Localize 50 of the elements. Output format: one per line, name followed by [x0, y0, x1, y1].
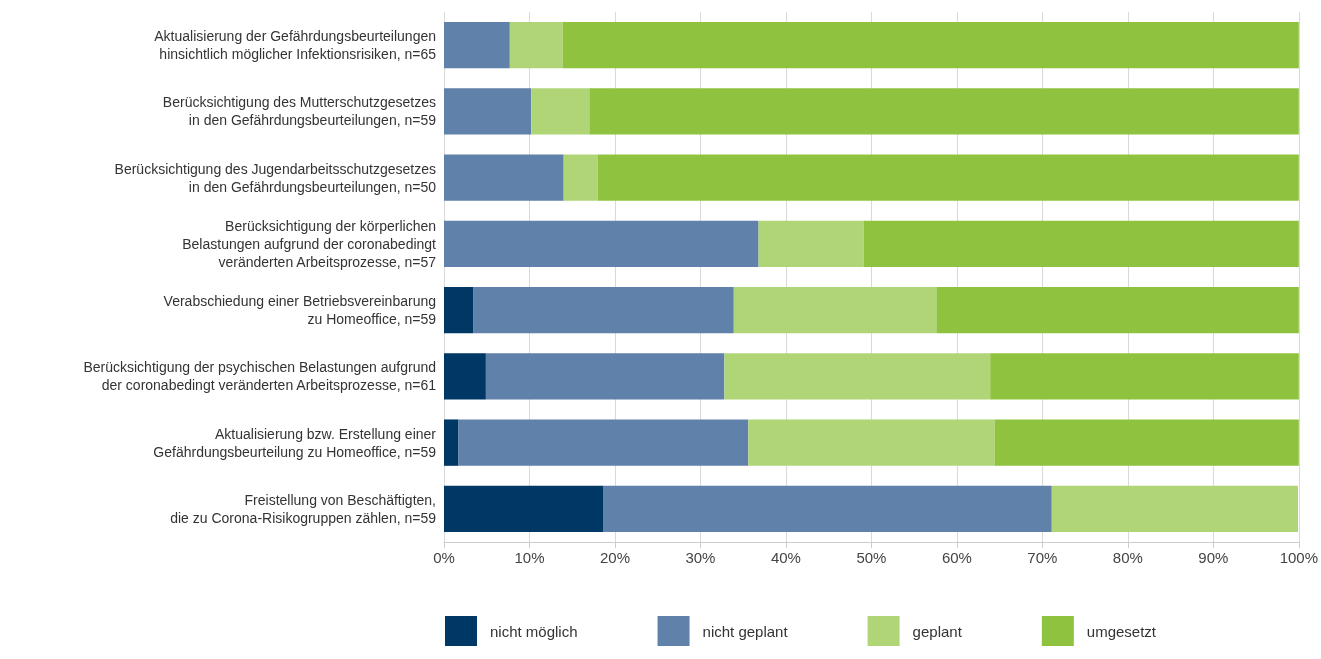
y-tick-label: Freistellung von Beschäftigten, die zu Corona-Risikogruppen zählen, n=59	[170, 491, 437, 526]
bar	[485, 353, 725, 400]
bar	[444, 220, 759, 268]
y-tick-label: Berücksichtigung des Jugendarbeitsschutzgesetzes in den Gefährdungsbeurteilungen, n=50	[114, 160, 437, 195]
bar	[444, 154, 564, 201]
bar	[733, 286, 937, 334]
y-tick-label: Berücksichtigung des Mutterschutzgesetzes in den Gefährdungsbeurteilungen, n=59	[162, 94, 437, 129]
bar	[444, 485, 603, 533]
bar	[444, 21, 510, 69]
x-tick-label: 10%	[514, 549, 545, 566]
legend-label: nicht möglich	[490, 622, 578, 640]
bar	[863, 220, 1299, 268]
x-tick-label: 20%	[599, 549, 630, 566]
x-tick-label: 70%	[1027, 549, 1058, 566]
legend-label: geplant	[912, 622, 963, 640]
bar	[458, 419, 749, 466]
bar	[1051, 485, 1298, 533]
y-tick-label: Berücksichtigung der psychischen Belastungen aufgrund der coronabedingt veränderten Arbeitsprozesse, n=61	[83, 359, 437, 394]
x-tick-label: 80%	[1112, 549, 1143, 566]
x-tick-label: 40%	[770, 549, 801, 566]
bar	[994, 419, 1299, 466]
bar	[597, 154, 1299, 201]
x-tick-label: 30%	[685, 549, 716, 566]
bar	[509, 21, 563, 69]
y-tick-label: Verabschiedung einer Betriebsvereinbarung zu Homeoffice, n=59	[163, 293, 437, 328]
y-tick-label: Aktualisierung bzw. Erstellung einer Gefährdungsbeurteilung zu Homeoffice, n=59	[153, 425, 437, 460]
x-tick-label: 100%	[1279, 549, 1319, 566]
bar	[758, 220, 864, 268]
legend-label: umgesetzt	[1086, 622, 1157, 640]
bar	[562, 21, 1299, 69]
bar	[473, 286, 734, 334]
x-tick-label: 90%	[1198, 549, 1229, 566]
x-tick-label: 0%	[433, 549, 455, 566]
bar	[603, 485, 1052, 533]
bar	[444, 353, 486, 400]
bar	[990, 353, 1299, 400]
bar	[724, 353, 991, 400]
y-tick-label: Aktualisierung der Gefährdungsbeurteilungen hinsichtlich möglicher Infektionsrisiken, n=65	[154, 28, 437, 63]
bar	[563, 154, 598, 201]
bar	[444, 286, 474, 334]
bar	[444, 88, 532, 135]
x-tick-label: 60%	[941, 549, 972, 566]
bar	[444, 419, 459, 466]
bar	[748, 419, 995, 466]
bar	[531, 88, 590, 135]
bar	[936, 286, 1299, 334]
bar	[589, 88, 1299, 135]
x-tick-label: 50%	[856, 549, 887, 566]
legend-label: nicht geplant	[702, 622, 789, 640]
y-tick-label: Berücksichtigung der körperlichen Belastungen aufgrund der coronabedingt veränderten Arbeitsprozesse, n=57	[182, 217, 437, 270]
